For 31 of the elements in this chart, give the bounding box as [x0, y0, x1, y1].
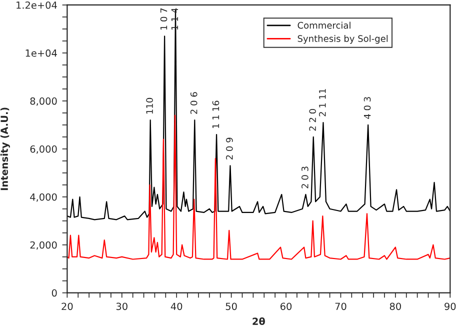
annotation: 4 0 3 [364, 97, 371, 119]
legend-label: Commercial [298, 22, 350, 29]
annotation: 2 0 3 [302, 166, 308, 188]
y-axis-title: Intensity (A.U.) [0, 108, 10, 190]
legend-label: Synthesis by Sol-gel [298, 34, 388, 44]
annotation: 2 0 9 [226, 138, 233, 160]
x-tick-label: 30 [116, 302, 128, 310]
line-series [67, 9, 450, 220]
y-tick-label: 4,000 [30, 193, 57, 202]
x-tick-label: 90 [444, 302, 456, 310]
annotation: 1 0 7 [160, 8, 168, 30]
x-axis-title: 2θ [252, 317, 265, 326]
annotation: 2 1 11 [319, 89, 326, 116]
annotation: 2 0 6 [190, 92, 198, 114]
line-series [67, 114, 450, 260]
y-tick-label: 1.2e+04 [16, 1, 57, 9]
y-tick-label: 8,000 [30, 97, 57, 106]
annotation: 2 2 0 [309, 108, 316, 131]
x-tick-label: 20 [62, 302, 73, 310]
y-tick-label: 0 [52, 289, 57, 297]
x-tick-label: 80 [390, 302, 401, 310]
y-tick-label: 1e+04 [26, 49, 57, 57]
annotation: 1 1 16 [212, 100, 220, 128]
annotation: 1 1 4 [171, 8, 178, 30]
x-tick-label: 40 [170, 302, 182, 310]
y-tick-label: 6,000 [30, 145, 57, 154]
x-tick-label: 70 [335, 302, 346, 310]
x-tick-label: 60 [280, 302, 292, 310]
annotation: 110 [146, 98, 153, 114]
y-tick-label: 2,000 [30, 241, 57, 250]
x-tick-label: 50 [226, 302, 237, 310]
